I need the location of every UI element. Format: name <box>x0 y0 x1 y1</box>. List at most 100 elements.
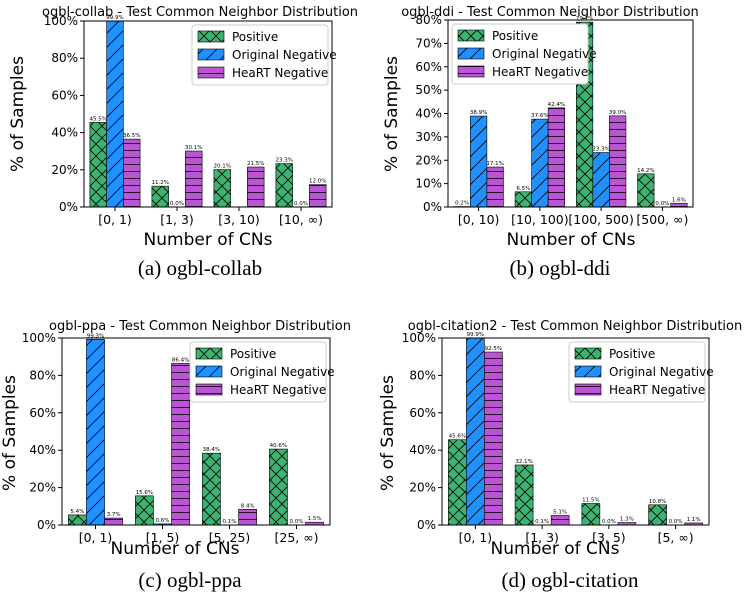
bar-heart-negative <box>185 150 203 208</box>
bar-positive <box>448 439 467 526</box>
data-label: 0.0% <box>170 201 184 207</box>
legend-swatch-positive <box>574 347 602 360</box>
data-label: 14.2% <box>637 168 654 174</box>
bar-heart-negative <box>309 184 327 208</box>
data-label: 36.5% <box>123 133 140 139</box>
y-tick-label: 0% <box>59 200 78 214</box>
bar-heart-negative <box>609 115 627 208</box>
legend-label-heart-negative: HeaRT Negative <box>232 66 328 80</box>
chart-ddi: ogbl-ddi - Test Common Neighbor Distribu… <box>382 5 699 250</box>
y-tick-label: 20% <box>29 481 56 495</box>
y-tick-label: 50% <box>415 83 442 97</box>
y-tick-label: 0% <box>423 200 442 214</box>
bar-heart-negative <box>123 138 141 208</box>
chart-title: ogbl-ppa - Test Common Neighbor Distribu… <box>49 319 351 334</box>
data-label: 38.4% <box>203 447 220 453</box>
legend-label-original-negative: Original Negative <box>492 47 597 61</box>
bar-positive <box>275 163 293 208</box>
data-label: 1.3% <box>620 517 634 523</box>
x-tick-label: [1, 5) <box>146 530 180 545</box>
data-label: 6.5% <box>516 186 530 192</box>
data-label: 11.2% <box>152 180 169 186</box>
bar-positive <box>269 448 288 526</box>
plot-frame <box>83 20 333 208</box>
legend-label-positive: Positive <box>230 347 276 361</box>
y-axis-label: % of Samples <box>382 56 402 172</box>
y-tick-label: 60% <box>51 88 78 102</box>
data-label: 0.2% <box>455 201 469 207</box>
y-tick-label: 70% <box>415 36 442 50</box>
bar-positive <box>89 122 107 208</box>
x-tick-label: [0, 1) <box>79 530 113 545</box>
data-label: 0.0% <box>290 519 304 525</box>
legend: Positive Original Negative HeaRT Negative <box>451 23 597 85</box>
legend-swatch-heart-negative <box>457 65 485 78</box>
bar-original-negative <box>106 20 124 208</box>
bar-positive <box>514 191 532 208</box>
legend-box <box>568 341 706 403</box>
bar-heart-negative <box>486 166 504 208</box>
legend-label-positive: Positive <box>609 347 655 361</box>
data-label: 8.4% <box>241 503 255 509</box>
x-tick-label: [25, ∞) <box>274 530 318 545</box>
bar-original-negative <box>592 152 610 208</box>
legend: Positive Original Negative HeaRT Negative <box>568 341 714 403</box>
data-label: 79.1% <box>576 16 593 22</box>
data-label: 40.6% <box>270 443 287 449</box>
bar-heart-negative <box>171 363 190 526</box>
data-label: 32.1% <box>515 459 532 465</box>
legend-label-heart-negative: HeaRT Negative <box>230 383 326 397</box>
chart-title: ogbl-citation2 - Test Common Neighbor Di… <box>408 319 742 334</box>
bar-positive <box>68 514 87 526</box>
bar-positive <box>637 173 655 208</box>
y-tick-label: 60% <box>415 60 442 74</box>
x-tick-label: [10, ∞) <box>279 212 323 227</box>
data-label: 86.4% <box>172 357 189 363</box>
legend-label-original-negative: Original Negative <box>230 365 335 379</box>
bar-heart-negative <box>670 202 688 208</box>
caption-citation: (d) ogbl-citation <box>501 568 639 592</box>
legend-swatch-original-negative <box>574 365 602 378</box>
y-tick-label: 20% <box>415 153 442 167</box>
data-label: 1.5% <box>308 516 322 522</box>
legend-label-heart-negative: HeaRT Negative <box>492 65 588 79</box>
data-label: 0.1% <box>223 519 237 525</box>
legend-label-positive: Positive <box>492 29 538 43</box>
y-tick-label: 60% <box>409 406 436 420</box>
y-tick-label: 20% <box>409 481 436 495</box>
y-tick-label: 30% <box>415 130 442 144</box>
legend-swatch-heart-negative <box>195 383 223 396</box>
y-tick-label: 80% <box>51 51 78 65</box>
chart-panel-citation: ogbl-citation2 - Test Common Neighbor Di… <box>375 306 749 606</box>
caption-ddi: (b) ogbl-ddi <box>509 256 611 280</box>
data-label: 99.9% <box>467 332 484 338</box>
chart-panel-ddi: ogbl-ddi - Test Common Neighbor Distribu… <box>375 0 749 300</box>
bar-heart-negative <box>238 508 257 526</box>
legend-box <box>189 341 327 403</box>
x-axis-label: Number of CNs <box>144 230 273 250</box>
data-label: 5.4% <box>70 509 84 515</box>
data-label: 10.8% <box>649 499 666 505</box>
data-label: 38.9% <box>470 110 487 116</box>
data-label: 99.3% <box>87 333 104 339</box>
x-tick-label: [1, 3) <box>525 530 559 545</box>
y-tick-label: 10% <box>415 177 442 191</box>
caption-collab: (a) ogbl-collab <box>137 256 263 280</box>
chart-title: ogbl-collab - Test Common Neighbor Distr… <box>42 5 358 20</box>
y-tick-label: 20% <box>51 163 78 177</box>
legend-swatch-heart-negative <box>574 383 602 396</box>
data-label: 15.6% <box>136 490 153 496</box>
chart-panel-collab: ogbl-collab - Test Common Neighbor Distr… <box>0 0 375 300</box>
data-label: 45.6% <box>449 434 466 440</box>
legend-label-original-negative: Original Negative <box>609 365 714 379</box>
x-tick-label: [0, 10) <box>458 212 500 227</box>
data-label: 39.0% <box>609 110 626 116</box>
chart-collab: ogbl-collab - Test Common Neighbor Distr… <box>8 5 358 250</box>
legend-label-original-negative: Original Negative <box>232 48 337 62</box>
bar-original-negative <box>466 337 485 526</box>
data-label: 0.0% <box>655 201 669 207</box>
data-label: 12.0% <box>309 179 326 185</box>
x-tick-label: [5, ∞) <box>658 530 694 545</box>
x-tick-label: [0, 1) <box>98 212 132 227</box>
y-axis-label: % of Samples <box>378 375 398 491</box>
